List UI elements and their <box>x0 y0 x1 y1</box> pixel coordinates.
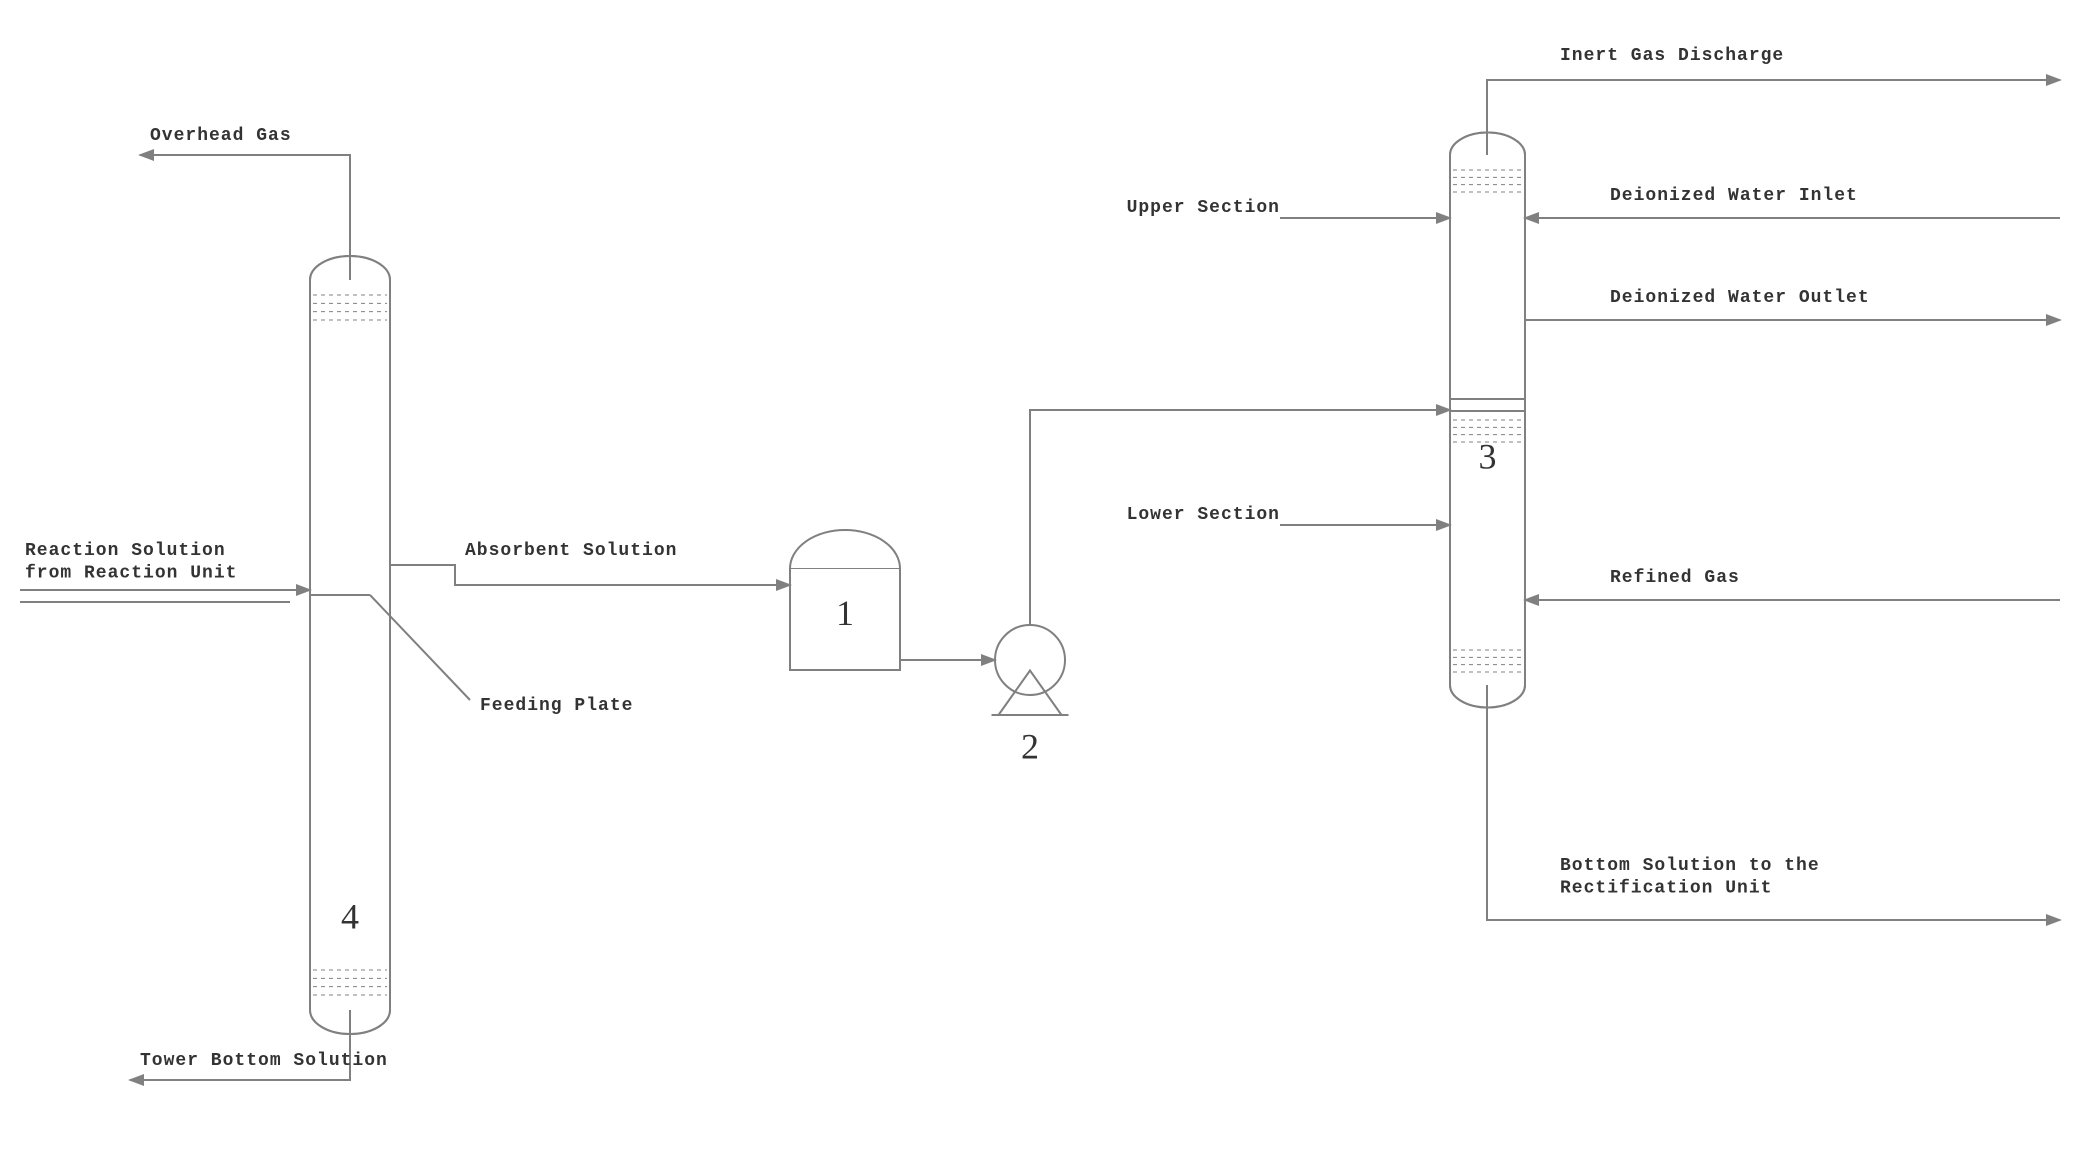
svg-text:3: 3 <box>1479 436 1497 476</box>
label-inert_gas: Inert Gas Discharge <box>1560 46 1784 66</box>
label-bottom4: Tower Bottom Solution <box>140 1051 388 1071</box>
label-upper_section: Upper Section <box>1127 198 1280 218</box>
svg-text:4: 4 <box>341 896 359 936</box>
stream-absorbent: Absorbent Solution <box>390 541 790 585</box>
label-overhead_gas: Overhead Gas <box>150 126 292 146</box>
stream-overhead_gas: Overhead Gas <box>140 126 350 280</box>
process-flow-diagram: 4 1 2 3 Overhead Gas Reaction Solutionfrom Re… <box>0 0 2084 1150</box>
stream-bottom4: Tower Bottom Solution <box>130 1010 388 1080</box>
label-feeding_plate: Feeding Plate <box>480 696 633 716</box>
label-di_water_in: Deionized Water Inlet <box>1610 186 1858 206</box>
svg-text:2: 2 <box>1021 726 1039 766</box>
stream-di_water_in: Deionized Water Inlet <box>1525 186 2060 218</box>
svg-text:1: 1 <box>836 593 854 633</box>
label-bottom3: Bottom Solution to theRectification Unit <box>1560 856 1820 899</box>
stream-upper_section: Upper Section <box>1127 198 1450 218</box>
label-di_water_out: Deionized Water Outlet <box>1610 288 1870 308</box>
stream-inert_gas: Inert Gas Discharge <box>1487 46 2060 155</box>
label-lower_section: Lower Section <box>1127 505 1280 525</box>
stream-feeding_plate: Feeding Plate <box>370 595 633 716</box>
label-refined_gas: Refined Gas <box>1610 568 1740 588</box>
label-reaction_feed: Reaction Solutionfrom Reaction Unit <box>25 541 237 584</box>
stream-lower_section: Lower Section <box>1127 505 1450 525</box>
stream-bottom3: Bottom Solution to theRectification Unit <box>1487 685 2060 920</box>
stream-refined_gas: Refined Gas <box>1525 568 2060 600</box>
stream-reaction_feed: Reaction Solutionfrom Reaction Unit <box>20 541 310 602</box>
stream-di_water_out: Deionized Water Outlet <box>1525 288 2060 320</box>
label-absorbent: Absorbent Solution <box>465 541 677 561</box>
